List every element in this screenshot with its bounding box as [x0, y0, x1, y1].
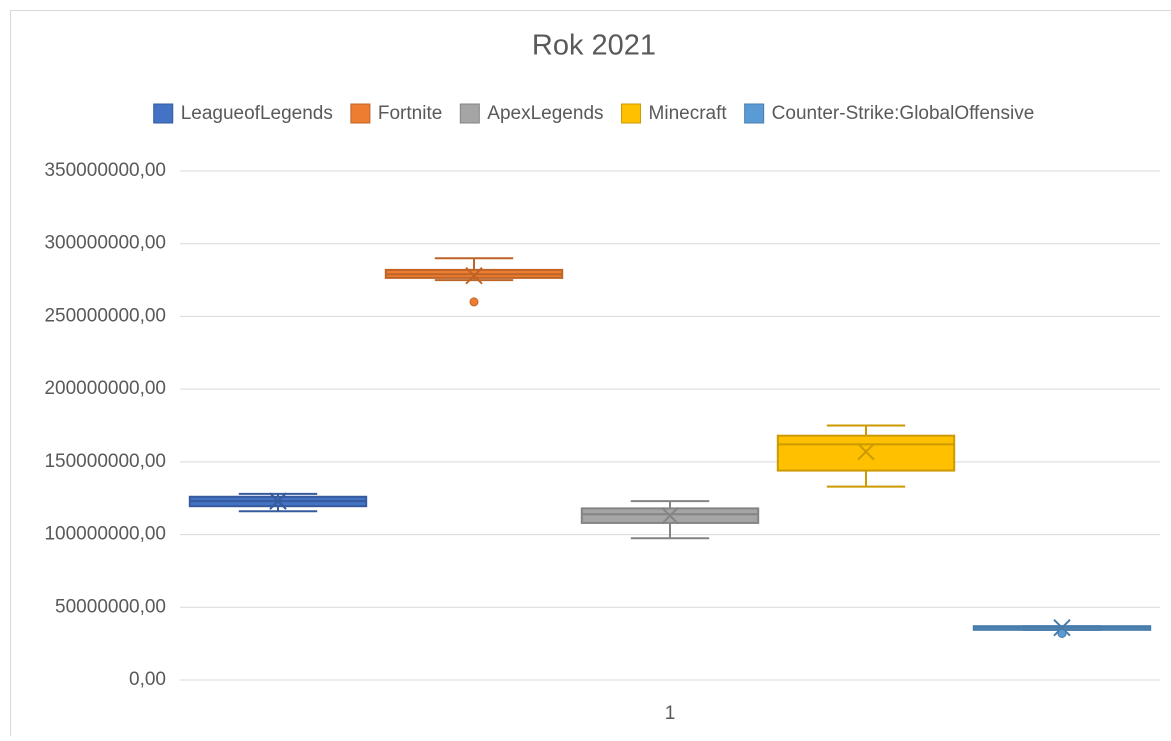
- y-tick-label: 150000000,00: [44, 451, 166, 472]
- legend-swatch: [745, 104, 764, 123]
- y-tick-label: 0,00: [129, 669, 166, 690]
- legend-label: Fortnite: [378, 103, 442, 124]
- y-tick-label: 350000000,00: [44, 160, 166, 181]
- y-tick-label: 300000000,00: [44, 233, 166, 254]
- legend-label: LeagueofLegends: [181, 103, 333, 124]
- y-tick-label: 100000000,00: [44, 524, 166, 545]
- y-tick-label: 200000000,00: [44, 378, 166, 399]
- y-tick-label: 250000000,00: [44, 305, 166, 326]
- outlier: [1058, 629, 1066, 637]
- y-tick-label: 50000000,00: [55, 596, 166, 617]
- legend-label: ApexLegends: [487, 103, 603, 124]
- legend-swatch: [460, 104, 479, 123]
- box: [778, 436, 954, 471]
- outlier: [470, 298, 478, 306]
- x-tick-label: 1: [665, 703, 676, 724]
- chart-title: Rok 2021: [532, 30, 656, 62]
- legend-label: Minecraft: [649, 103, 728, 124]
- legend-swatch: [154, 104, 173, 123]
- legend-swatch: [351, 104, 370, 123]
- legend-label: Counter-Strike:GlobalOffensive: [772, 103, 1035, 124]
- legend-swatch: [622, 104, 641, 123]
